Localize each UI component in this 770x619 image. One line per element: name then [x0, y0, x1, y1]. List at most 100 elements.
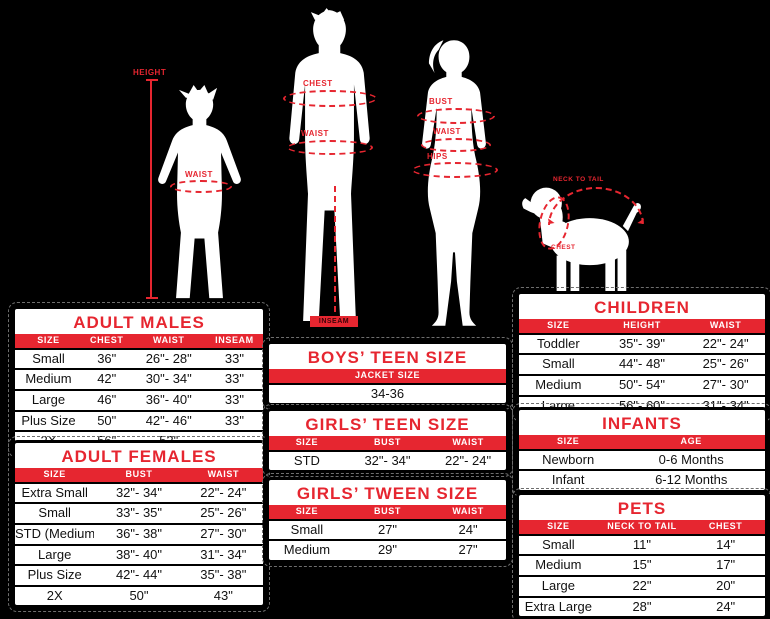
column-header: BUST: [94, 468, 184, 483]
header-row: SIZE HEIGHT WAIST: [519, 319, 765, 334]
column-header: CHEST: [81, 334, 132, 349]
child-silhouette: [158, 84, 241, 299]
column-header: SIZE: [519, 319, 598, 334]
boys-teen-title: BOYS’ TEEN SIZE: [307, 348, 468, 367]
table-row: STD 32"- 34" 22"- 24": [269, 449, 506, 471]
table-cell: 32"- 34": [94, 481, 184, 504]
column-header: WAIST: [686, 319, 765, 334]
pets-data: SIZE NECK TO TAIL CHEST Small 11" 14" Medium 15…: [519, 520, 765, 617]
infants-title: INFANTS: [602, 414, 682, 433]
table-cell: 35"- 39": [597, 332, 687, 355]
table-cell: STD (Medium): [15, 523, 95, 545]
table-row: Infant 6-12 Months: [519, 469, 765, 491]
table-cell: 28": [597, 595, 687, 617]
table-row: Large 38"- 40" 31"- 34": [15, 543, 263, 566]
column-header: JACKET SIZE: [269, 369, 506, 384]
table-cell: 27"- 30": [686, 374, 765, 396]
child-height-measure-line: [146, 79, 162, 299]
table-cell: Large: [15, 389, 82, 411]
table-cell: 34-36: [269, 382, 506, 404]
table-row: Plus Size 50" 42"- 46" 33": [15, 409, 263, 432]
child-height-label: HEIGHT: [133, 68, 167, 77]
table-cell: STD: [269, 449, 345, 471]
column-header: INSEAM: [205, 334, 263, 349]
table-cell: 25"- 26": [183, 502, 263, 525]
column-header: SIZE: [519, 520, 598, 535]
column-header: SIZE: [269, 505, 345, 520]
column-header: WAIST: [183, 468, 263, 483]
table-row: Plus Size 42"- 44" 35"- 38": [15, 564, 263, 586]
table-cell: Newborn: [519, 448, 618, 471]
table-cell: Medium: [269, 539, 345, 561]
column-header: CHEST: [686, 520, 765, 535]
column-header: WAIST: [430, 505, 506, 520]
table-cell: 30"- 34": [131, 368, 206, 391]
children-title: CHILDREN: [594, 298, 690, 317]
table-cell: 42"- 44": [94, 564, 184, 586]
pets-title: PETS: [617, 499, 667, 518]
table-cell: 22": [597, 575, 687, 597]
table-cell: 36"- 38": [94, 523, 184, 545]
table-cell: 26"- 28": [131, 347, 206, 370]
man-inseam-label: INSEAM: [310, 316, 358, 327]
woman-hips-measure-line: [412, 162, 498, 178]
table-cell: Small: [15, 502, 95, 525]
header-row: SIZE BUST WAIST: [269, 505, 506, 520]
header-row: SIZE BUST WAIST: [269, 436, 506, 451]
table-cell: 50"- 54": [597, 374, 687, 396]
column-header: HEIGHT: [597, 319, 687, 334]
woman-bust-measure-line: [417, 108, 495, 124]
table-row: Medium 15" 17": [519, 554, 765, 577]
table-cell: Large: [519, 575, 598, 597]
table-row: Small 44"- 48" 25"- 26": [519, 353, 765, 376]
table-cell: 29": [344, 539, 431, 561]
table-cell: Medium: [519, 374, 598, 396]
woman-hips-label: HIPS: [427, 152, 448, 161]
infants-data: SIZE AGE Newborn 0-6 Months Infant 6-12 Month…: [519, 435, 765, 491]
adult-males-data: SIZE CHEST WAIST INSEAM Small 36" 26"- 28" 33" M…: [15, 334, 263, 451]
adult-males-title: ADULT MALES: [73, 313, 205, 332]
table-row: Extra Large 28" 24": [519, 595, 765, 617]
boys-teen-table: BOYS’ TEEN SIZE JACKET SIZE 34-36: [262, 336, 513, 411]
table-cell: Medium: [15, 368, 82, 391]
table-cell: Infant: [519, 469, 618, 491]
table-cell: 38"- 40": [94, 543, 184, 566]
table-cell: 22"- 24": [430, 449, 506, 471]
table-cell: Plus Size: [15, 564, 95, 586]
column-header: NECK TO TAIL: [597, 520, 687, 535]
table-cell: Small: [519, 533, 598, 556]
man-silhouette: [289, 8, 370, 322]
table-row: Newborn 0-6 Months: [519, 448, 765, 471]
infants-table: INFANTS SIZE AGE Newborn 0-6 Months Infant 6-…: [512, 402, 770, 498]
size-chart-infographic: HEIGHT WAIST CHEST WAIST INSEAM BUST WAI…: [0, 0, 770, 605]
dog-chest-label: CHEST: [551, 244, 576, 251]
table-row: Large 46" 36"- 40" 33": [15, 389, 263, 411]
woman-bust-label: BUST: [429, 97, 453, 106]
adult-females-title: ADULT FEMALES: [61, 447, 217, 466]
table-row: Small 33"- 35" 25"- 26": [15, 502, 263, 525]
table-cell: 31"- 34": [183, 543, 263, 566]
table-cell: 0-6 Months: [617, 448, 765, 471]
table-cell: 27": [344, 518, 431, 541]
table-row: Medium 29" 27": [269, 539, 506, 561]
column-header: SIZE: [519, 435, 618, 450]
table-row: Small 27" 24": [269, 518, 506, 541]
table-row: Large 22" 20": [519, 575, 765, 597]
column-header: WAIST: [131, 334, 206, 349]
table-cell: 33": [205, 409, 263, 432]
woman-silhouette: [422, 40, 486, 326]
table-row: STD (Medium) 36"- 38" 27"- 30": [15, 523, 263, 545]
table-cell: Medium: [519, 554, 598, 577]
table-cell: Small: [15, 347, 82, 370]
table-row: 2X 50" 43": [15, 584, 263, 606]
table-cell: 43": [183, 584, 263, 606]
woman-waist-label: WAIST: [433, 127, 461, 136]
table-cell: 22"- 24": [183, 481, 263, 504]
table-cell: Toddler: [519, 332, 598, 355]
table-row: Medium 42" 30"- 34" 33": [15, 368, 263, 391]
table-row: Small 36" 26"- 28" 33": [15, 347, 263, 370]
man-inseam-measure-line: [334, 186, 338, 312]
column-header: AGE: [617, 435, 765, 450]
table-row: Medium 50"- 54" 27"- 30": [519, 374, 765, 396]
table-cell: 36": [81, 347, 132, 370]
